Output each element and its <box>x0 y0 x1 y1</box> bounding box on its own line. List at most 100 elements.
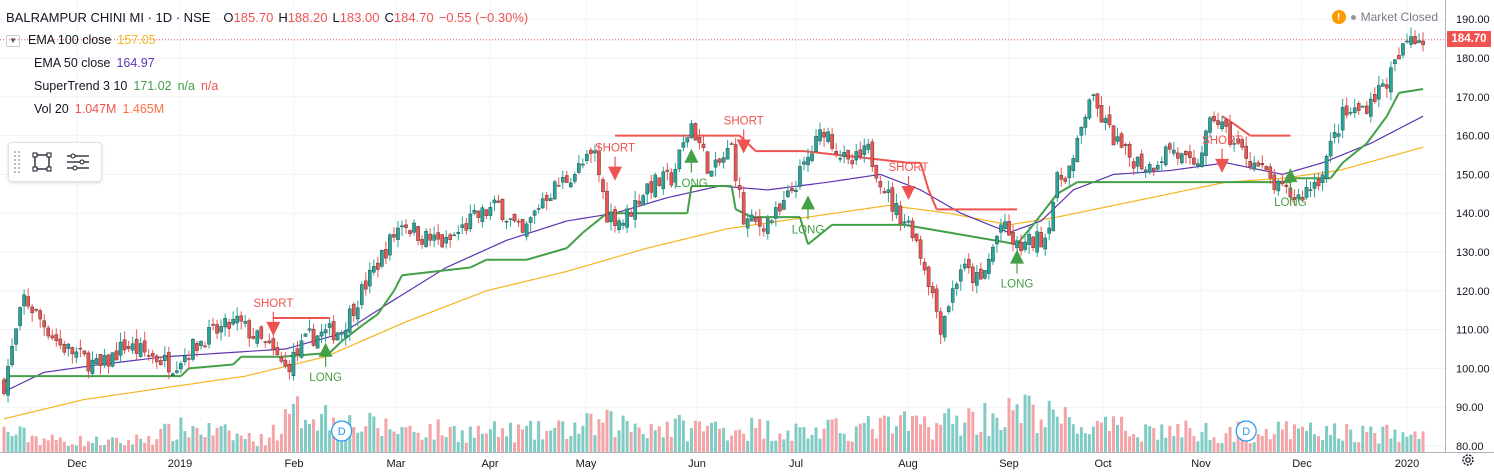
indicator-ema50[interactable]: EMA 50 close 164.97 <box>6 52 528 75</box>
volume-bar <box>227 430 231 452</box>
volume-bar <box>991 413 995 452</box>
candle-body <box>384 249 388 259</box>
volume-bar <box>1381 426 1385 452</box>
indicator-supertrend[interactable]: SuperTrend 3 10 171.02 n/a n/a <box>6 75 528 98</box>
volume-bar <box>1136 437 1140 452</box>
volume-bar <box>621 415 625 452</box>
candle-body <box>114 350 119 361</box>
volume-bar <box>1361 425 1365 452</box>
candle-body <box>1007 221 1011 236</box>
candle-body <box>327 323 332 328</box>
volume-bar <box>380 435 384 452</box>
volume-bar <box>573 422 577 452</box>
candle-body <box>1268 166 1273 179</box>
market-status: ! Market Closed <box>1331 10 1438 24</box>
volume-bar <box>1357 442 1361 452</box>
indicator-name: Vol 20 <box>34 102 69 116</box>
candle-body <box>480 207 485 222</box>
candle-body <box>770 220 774 223</box>
candle-body <box>890 187 895 212</box>
volume-bar <box>464 442 468 452</box>
volume-bar <box>1027 395 1031 452</box>
volume-bar <box>139 438 143 452</box>
open-value: 185.70 <box>233 10 274 25</box>
candle-body <box>110 352 115 367</box>
price-tick-label: 180.00 <box>1456 53 1490 65</box>
candle-body <box>94 358 99 365</box>
drawing-toolbox[interactable] <box>8 142 102 182</box>
volume-bar <box>147 435 151 452</box>
volume-bar <box>561 421 565 452</box>
candle-body <box>878 181 883 188</box>
volume-bar <box>1317 436 1321 452</box>
gear-icon[interactable] <box>1460 452 1476 468</box>
volume-bar <box>701 431 705 452</box>
candle-body <box>637 200 641 205</box>
volume-bar <box>500 428 504 452</box>
volume-bar <box>1268 439 1272 452</box>
rectangle-select-icon[interactable] <box>27 147 57 177</box>
volume-bar <box>127 440 131 452</box>
settings-lines-icon[interactable] <box>63 147 93 177</box>
supertrend-up-segment <box>686 185 693 214</box>
supertrend-up-segment <box>807 224 833 246</box>
volume-bar <box>66 445 70 452</box>
candle-body <box>30 306 34 314</box>
symbol-title[interactable]: BALRAMPUR CHINI MI · 1D · NSE <box>6 10 211 25</box>
candle-body <box>1075 138 1080 163</box>
candle-body <box>26 296 30 307</box>
drag-handle-icon[interactable] <box>13 150 21 174</box>
candle-body <box>351 303 356 316</box>
volume-bar <box>963 422 967 452</box>
supertrend-up-segment <box>232 356 242 366</box>
candle-body <box>283 359 288 367</box>
short-signal-arrow <box>901 186 916 201</box>
candle-body <box>2 379 6 394</box>
volume-bar <box>850 441 854 452</box>
market-status-text: Market Closed <box>1360 10 1438 24</box>
candle-body <box>1316 178 1321 187</box>
volume-bar <box>842 433 846 452</box>
volume-bar <box>597 419 601 452</box>
volume-bar <box>1272 434 1276 452</box>
candle-body <box>231 318 235 325</box>
candle-body <box>991 246 995 262</box>
volume-bar <box>529 420 533 452</box>
supertrend-up-segment <box>566 231 584 249</box>
volume-bar <box>408 425 412 452</box>
candle-body <box>1180 153 1184 164</box>
candle-body <box>1368 98 1373 117</box>
candle-body <box>544 195 549 201</box>
volume-bar <box>1232 441 1236 452</box>
candle-body <box>46 327 51 337</box>
volume-bar <box>436 419 440 452</box>
volume-bar <box>794 423 798 452</box>
candle-body <box>766 218 770 234</box>
volume-bar <box>637 427 641 452</box>
candle-body <box>701 143 706 148</box>
volume-bar <box>1421 431 1425 452</box>
volume-bar <box>58 437 62 452</box>
candle-body <box>74 351 79 358</box>
volume-bar <box>710 422 714 452</box>
indicator-ema100[interactable]: ▼ EMA 100 close 157.05 <box>6 29 528 52</box>
short-signal-label: SHORT <box>253 298 293 310</box>
candle-body <box>1059 175 1064 180</box>
candle-body <box>355 307 360 320</box>
indicator-volume[interactable]: Vol 20 1.047M 1.465M <box>6 98 528 121</box>
volume-bar <box>533 439 537 452</box>
volume-bar <box>846 440 850 452</box>
warning-icon[interactable]: ! <box>1331 10 1346 24</box>
candle-body <box>814 135 818 152</box>
candle-body <box>721 157 726 163</box>
candle-body <box>388 234 392 256</box>
volume-bar <box>223 424 227 452</box>
time-tick-label: Aug <box>898 458 918 470</box>
status-dot-icon <box>1350 14 1356 20</box>
collapse-legend-icon[interactable]: ▼ <box>6 34 20 47</box>
candle-body <box>1091 94 1096 96</box>
supertrend-up-segment <box>188 363 234 370</box>
candle-body <box>203 345 207 348</box>
